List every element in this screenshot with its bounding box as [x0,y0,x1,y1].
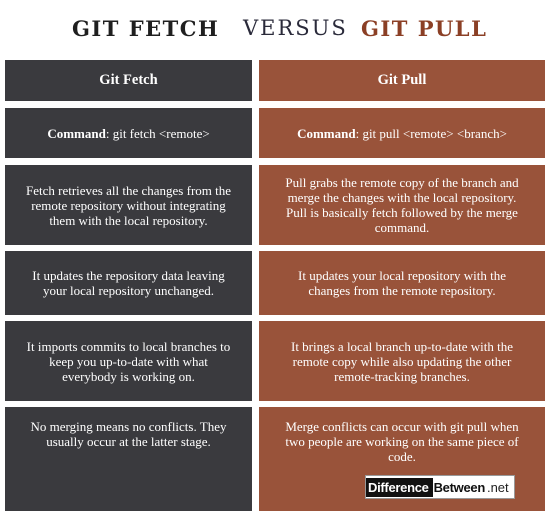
watermark-part-2: Between [430,477,486,497]
table-row: It updates the repository data leaving y… [0,251,550,315]
table-row: No merging means no conflicts. They usua… [0,407,550,511]
pull-cell: It updates your local repository with th… [259,251,545,315]
title-left: GIT FETCH [72,16,220,41]
table-row-command: Command: git fetch <remote> Command: git… [0,108,550,158]
pull-command-label: Command [297,125,356,141]
pull-command-value: : git pull <remote> <branch> [355,125,507,141]
title-right: GIT PULL [361,16,488,41]
header-git-pull: Git Pull [259,60,545,101]
fetch-command-label: Command [47,125,106,141]
pull-cell: It brings a local branch up-to-date with… [259,321,545,401]
title-versus: VERSUS [243,16,348,40]
comparison-title: GIT FETCH VERSUS GIT PULL [0,16,550,46]
header-git-fetch: Git Fetch [5,60,252,101]
fetch-cell: It imports commits to local branches to … [5,321,252,401]
table-row: Fetch retrieves all the changes from the… [0,165,550,245]
fetch-command-cell: Command: git fetch <remote> [5,108,252,158]
pull-command-cell: Command: git pull <remote> <branch> [259,108,545,158]
fetch-cell: No merging means no conflicts. They usua… [5,407,252,511]
watermark-part-3: .net [486,479,509,495]
table-row: It imports commits to local branches to … [0,321,550,401]
pull-cell: Pull grabs the remote copy of the branch… [259,165,545,245]
table-header-row: Git Fetch Git Pull [0,60,550,101]
fetch-cell: It updates the repository data leaving y… [5,251,252,315]
watermark-part-1: Difference [366,477,431,497]
fetch-cell: Fetch retrieves all the changes from the… [5,165,252,245]
watermark-logo: Difference Between .net [365,475,515,499]
fetch-command-value: : git fetch <remote> [105,125,210,141]
